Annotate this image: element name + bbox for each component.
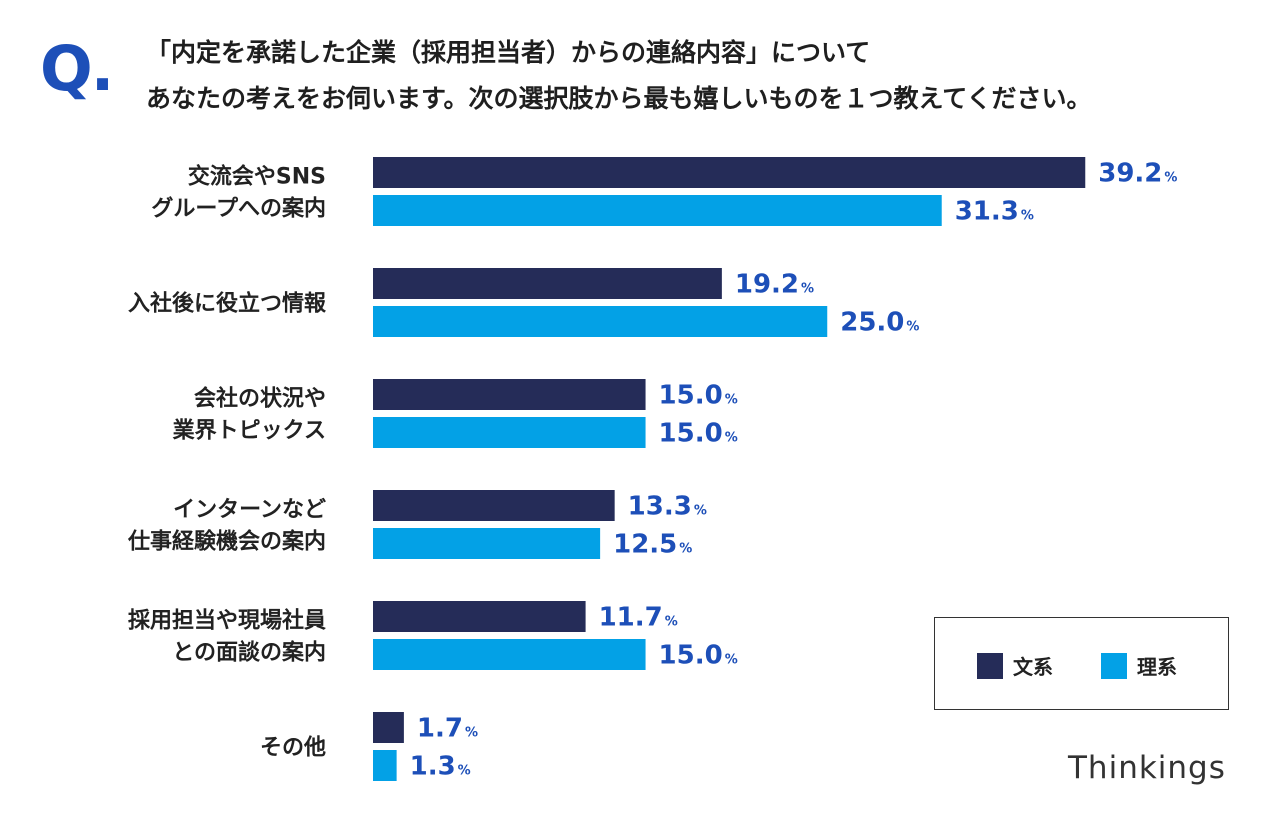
question-title-line-2: あなたの考えをお伺います。次の選択肢から最も嬉しいものを１つ教えてください。 — [146, 84, 1092, 113]
bar-rikei — [373, 750, 397, 781]
bar-bunkei — [373, 601, 586, 632]
legend-item-bunkei: 文系 — [977, 651, 1053, 680]
legend-item-rikei: 理系 — [1101, 651, 1177, 680]
category-label: との面談の案内 — [172, 640, 326, 666]
bar-bunkei — [373, 157, 1086, 188]
bar-rikei — [373, 195, 942, 226]
bar-rikei — [373, 639, 646, 670]
legend-label-rikei: 理系 — [1137, 655, 1177, 679]
bar-rikei — [373, 306, 828, 337]
data-label: 1.3% — [410, 752, 471, 782]
data-label: 12.5% — [613, 530, 692, 560]
category-label: 採用担当や現場社員 — [128, 608, 326, 634]
brand-logo-text: Thinkings — [1068, 750, 1226, 786]
legend-swatch-bunkei — [977, 652, 1003, 679]
bar-bunkei — [373, 712, 404, 743]
category-label: インターンなど — [173, 498, 326, 523]
category-label: グループへの案内 — [151, 196, 326, 222]
category-label: 交流会やSNS — [188, 164, 326, 190]
bar-bunkei — [373, 379, 646, 410]
bar-rikei — [373, 528, 601, 559]
bar-bunkei — [373, 490, 615, 521]
data-label: 1.7% — [417, 714, 478, 744]
category-label: 入社後に役立つ情報 — [128, 291, 327, 317]
category-label: 業界トピックス — [173, 419, 326, 444]
data-label: 31.3% — [955, 197, 1034, 227]
data-label: 15.0% — [659, 641, 738, 671]
bar-rikei — [373, 417, 646, 448]
legend-swatch-rikei — [1101, 652, 1127, 679]
question-mark: Q. — [40, 32, 114, 105]
legend: 文系 理系 — [934, 617, 1229, 710]
category-label: 仕事経験機会の案内 — [127, 529, 326, 555]
data-label: 11.7% — [599, 603, 678, 633]
question-title-line-1: 「内定を承諾した企業（採用担当者）からの連絡内容」について — [146, 38, 871, 67]
data-label: 15.0% — [659, 419, 738, 449]
data-label: 19.2% — [735, 270, 814, 300]
data-label: 15.0% — [659, 381, 738, 411]
category-label: 会社の状況や — [194, 386, 326, 412]
data-label: 13.3% — [628, 492, 707, 522]
data-label: 39.2% — [1098, 159, 1177, 189]
legend-label-bunkei: 文系 — [1013, 655, 1053, 679]
bar-bunkei — [373, 268, 722, 299]
data-label: 25.0% — [840, 308, 919, 338]
category-label: その他 — [260, 736, 326, 761]
